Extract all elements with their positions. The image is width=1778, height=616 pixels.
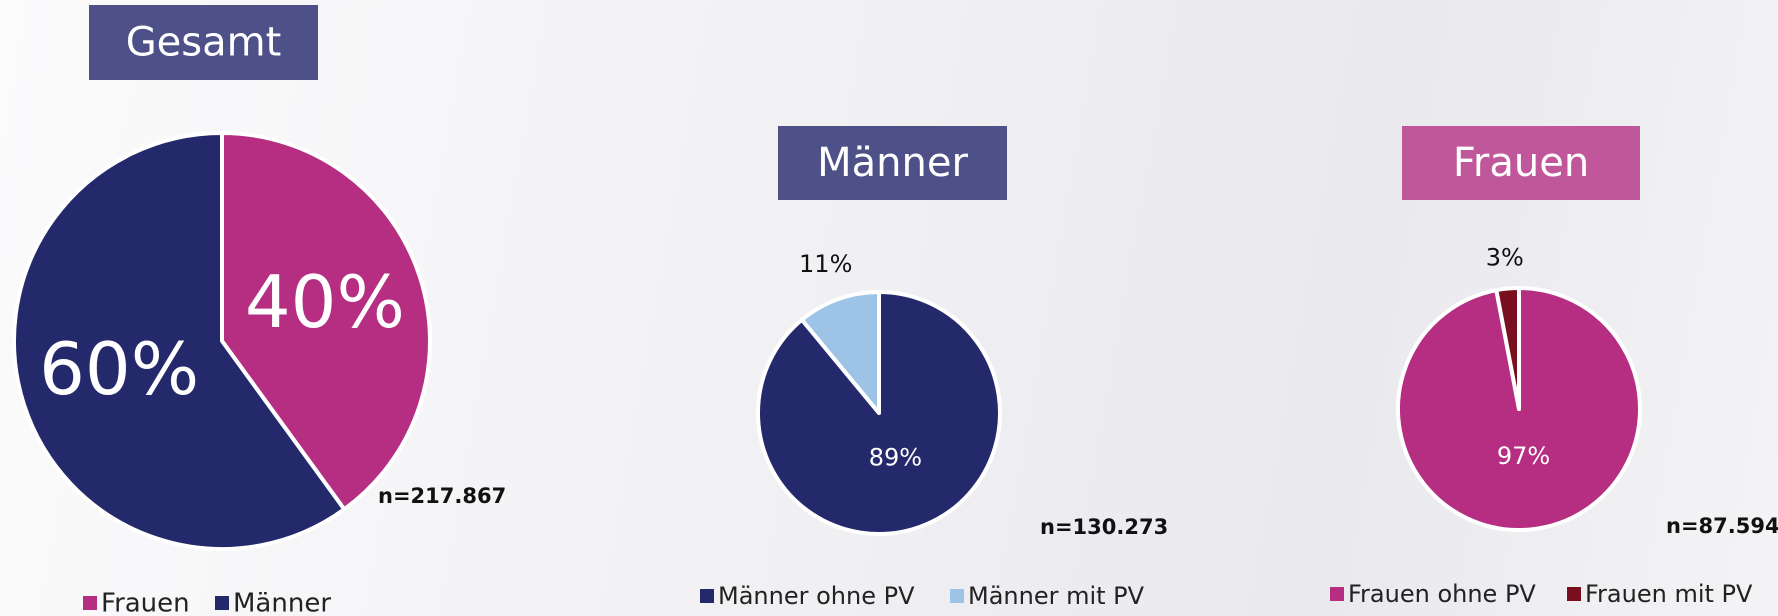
chart-title: Männer (817, 140, 968, 186)
legend-swatch (1330, 587, 1344, 601)
chart-title: Gesamt (126, 20, 282, 66)
legend-swatch (950, 589, 964, 603)
legend-swatch (215, 596, 229, 610)
data-label: 11% (799, 250, 852, 278)
pie-slice (1494, 286, 1521, 411)
data-label: 40% (245, 260, 405, 344)
legend-label: Männer mit PV (968, 582, 1145, 610)
legend-swatch (1567, 587, 1581, 601)
data-label: 97% (1497, 442, 1550, 470)
data-label: 3% (1486, 243, 1524, 271)
title-box (89, 5, 318, 80)
title-box (1402, 126, 1640, 200)
pie-slice (220, 131, 432, 512)
sample-size: n=87.594 (1666, 514, 1778, 538)
legend-label: Männer (233, 589, 331, 616)
legend-label: Frauen ohne PV (1348, 580, 1536, 608)
pie-slice (799, 290, 881, 415)
chart-title: Frauen (1453, 140, 1589, 186)
legend-label: Frauen (101, 589, 190, 616)
title-box (778, 126, 1007, 200)
legend-label: Männer ohne PV (718, 582, 915, 610)
pie-slice (12, 131, 347, 551)
sample-size: n=217.867 (378, 484, 506, 508)
data-label: 60% (39, 327, 199, 411)
legend-swatch (83, 596, 97, 610)
legend-swatch (700, 589, 714, 603)
sample-size: n=130.273 (1040, 515, 1168, 539)
data-label: 89% (869, 444, 922, 472)
legend-label: Frauen mit PV (1585, 580, 1753, 608)
